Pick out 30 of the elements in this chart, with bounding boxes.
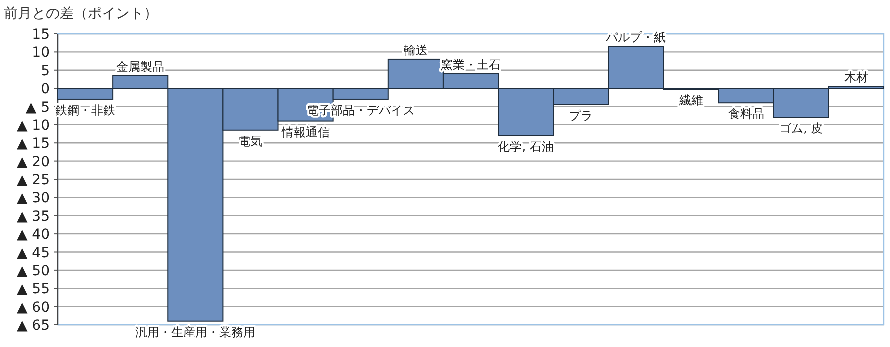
x-tick-label: プラ bbox=[569, 108, 594, 123]
y-tick-label: ▲ 45 bbox=[16, 245, 50, 262]
x-tick-label: ゴム, 皮 bbox=[780, 122, 824, 136]
x-tick-label: 輸送 bbox=[404, 43, 428, 58]
y-tick-label: 10 bbox=[32, 45, 50, 62]
y-tick-label: ▲ 65 bbox=[16, 318, 50, 334]
y-tick-label: ▲ 15 bbox=[16, 136, 50, 152]
y-tick-label: 5 bbox=[41, 63, 50, 80]
x-tick-label: パルプ・紙 bbox=[605, 30, 666, 45]
x-tick-label: 電気 bbox=[238, 134, 263, 148]
y-tick-label: ▲ 10 bbox=[16, 118, 50, 134]
y-tick-label: ▲ 25 bbox=[16, 172, 50, 188]
x-tick-label: 化学, 石油 bbox=[498, 140, 554, 154]
y-tick-label: ▲ 55 bbox=[16, 282, 50, 298]
y-tick-label: ▲ 5 bbox=[26, 100, 50, 116]
y-tick-label: ▲ 40 bbox=[16, 227, 50, 244]
x-tick-label: 情報通信 bbox=[280, 125, 330, 140]
y-tick-label: ▲ 50 bbox=[16, 263, 50, 280]
x-tick-label: 繊維 bbox=[678, 94, 704, 108]
y-tick-label: ▲ 20 bbox=[16, 154, 50, 170]
x-tick-label: 汎用・生産用・業務用 bbox=[136, 325, 256, 340]
y-axis-title: 前月との差（ポイント） bbox=[4, 6, 158, 22]
y-tick-label: 0 bbox=[41, 82, 50, 98]
y-tick-label: ▲ 35 bbox=[16, 208, 50, 225]
y-tick-label: 15 bbox=[32, 27, 50, 43]
x-tick-label: 食料品 bbox=[728, 107, 764, 122]
x-tick-label: 金属製品 bbox=[116, 60, 165, 74]
y-tick-label: ▲ 30 bbox=[16, 190, 50, 207]
y-tick-label: ▲ 60 bbox=[16, 300, 50, 316]
x-tick-label: 木材 bbox=[844, 70, 868, 85]
